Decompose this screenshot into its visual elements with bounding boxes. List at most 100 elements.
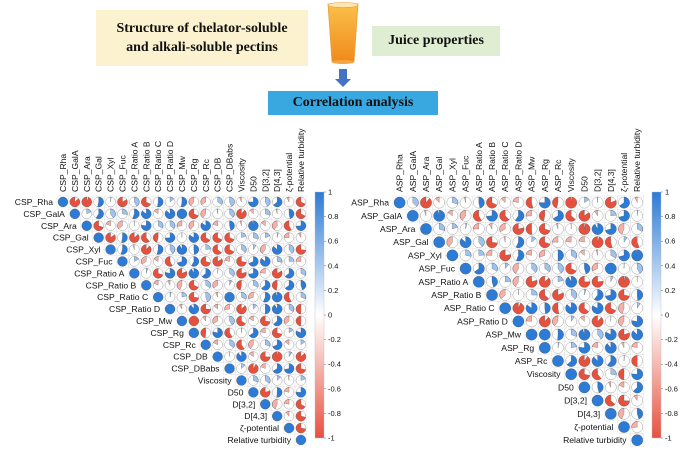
csp-pie-mark [295, 196, 306, 208]
asp-pie-mark [578, 342, 591, 354]
csp-pie-mark [200, 232, 211, 243]
asp-pie-mark [420, 223, 432, 235]
asp-row-label: Viscosity [527, 369, 561, 379]
csp-pie-mark [188, 220, 194, 230]
asp-pie-mark [539, 249, 545, 258]
asp-row-label: ASP_Rc [515, 356, 548, 366]
asp-pie-mark [605, 407, 617, 420]
asp-row-label: ASP_Gal [393, 237, 428, 247]
csp-pie-mark [200, 339, 211, 350]
asp-pie-mark [512, 315, 525, 328]
asp-pie-mark [631, 249, 643, 262]
asp-col-label: ASP_Rc [553, 159, 563, 192]
csp-pie-mark [141, 280, 152, 291]
asp-colorbar-label: -0.4 [665, 360, 678, 369]
csp-pie-mark [86, 208, 92, 215]
csp-row-label: D[4,3] [244, 411, 267, 421]
csp-colorbar-label: 0.4 [328, 261, 338, 270]
asp-col-label: ASP_Rg [540, 159, 550, 192]
asp-pie-mark [424, 210, 427, 216]
asp-pie-mark [578, 223, 591, 235]
csp-pie-mark [260, 399, 271, 410]
asp-pie-mark [473, 223, 479, 230]
asp-pie-mark [591, 394, 604, 407]
csp-pie-mark [176, 268, 188, 279]
csp-pie-mark [141, 244, 152, 255]
juice-properties-box: Juice properties [372, 26, 500, 56]
csp-pie-mark [200, 327, 206, 338]
csp-row-label: CSP_DB [173, 352, 208, 362]
csp-pie-mark [283, 315, 290, 325]
csp-pie-mark [248, 292, 254, 300]
csp-pie-mark [271, 410, 283, 422]
csp-pie-mark [272, 351, 283, 362]
asp-pie-mark [637, 262, 643, 274]
csp-pie-mark [141, 232, 150, 243]
csp-pie-mark [295, 387, 307, 398]
csp-pie-mark [229, 268, 235, 277]
asp-pie-mark [631, 328, 643, 341]
asp-pie-mark [618, 315, 625, 327]
csp-pie-mark [236, 280, 242, 291]
csp-pie-mark [152, 291, 164, 303]
asp-colorbar-label: 0 [665, 311, 669, 320]
asp-col-label: D50 [579, 176, 589, 192]
asp-pie-mark [591, 262, 598, 272]
asp-pie-mark [435, 196, 440, 203]
csp-pie-mark [157, 196, 164, 207]
asp-pie-mark [552, 315, 559, 326]
csp-pie-mark [191, 256, 199, 267]
asp-pie-mark [552, 236, 559, 243]
csp-row-label: CSP_Fuc [76, 256, 113, 266]
csp-pie-mark [286, 196, 290, 203]
csp-pie-mark [156, 244, 164, 255]
csp-pie-mark [69, 196, 80, 208]
asp-pie-mark [605, 342, 617, 354]
asp-pie-mark [618, 368, 625, 380]
csp-pie-mark [295, 303, 302, 315]
csp-pie-mark [224, 256, 230, 262]
csp-pie-mark [229, 196, 235, 207]
asp-pie-mark [565, 262, 577, 275]
asp-pie-mark [525, 196, 534, 209]
asp-pie-mark [584, 262, 591, 275]
asp-pie-mark [512, 223, 525, 235]
csp-pie-mark [188, 208, 199, 219]
csp-pie-mark [169, 220, 176, 229]
csp-col-label: CSP_Rha [58, 154, 68, 192]
asp-pie-mark [631, 421, 638, 428]
csp-col-label: D[3,2] [260, 169, 270, 192]
asp-pie-mark [571, 249, 577, 259]
csp-pie-mark [110, 208, 116, 219]
csp-pie-mark [217, 196, 223, 205]
asp-colorbar-label: 0.6 [665, 237, 675, 246]
csp-pie-mark [229, 208, 235, 218]
asp-pie-mark [571, 342, 577, 348]
csp-pie-mark [265, 196, 271, 207]
csp-pie-mark [260, 327, 266, 334]
csp-pie-mark [260, 351, 271, 362]
asp-pie-mark [499, 210, 510, 222]
csp-pie-mark [193, 244, 199, 255]
csp-pie-mark [288, 351, 293, 358]
csp-pie-mark [295, 208, 306, 219]
csp-pie-mark [283, 220, 292, 231]
csp-pie-mark [179, 303, 183, 310]
csp-pie-mark [177, 256, 188, 267]
csp-row-label: Viscosity [198, 375, 232, 385]
csp-pie-mark [248, 315, 254, 322]
csp-colorbar [314, 191, 325, 439]
asp-row-label: ASP_GalA [361, 211, 402, 221]
asp-pie-mark [486, 210, 498, 222]
csp-pie-mark [253, 244, 257, 251]
asp-colorbar-label: -0.2 [665, 335, 678, 344]
asp-pie-mark [539, 196, 551, 209]
asp-row-label: ASP_Ara [380, 224, 416, 234]
asp-col-label: ASP_Ratio D [513, 141, 523, 192]
asp-pie-mark [637, 289, 643, 301]
csp-pie-mark [176, 208, 188, 220]
csp-pie-mark [295, 363, 306, 374]
asp-pie-mark [634, 196, 638, 203]
csp-row-label: CSP_Ratio B [86, 280, 137, 290]
asp-pie-mark [447, 210, 453, 217]
